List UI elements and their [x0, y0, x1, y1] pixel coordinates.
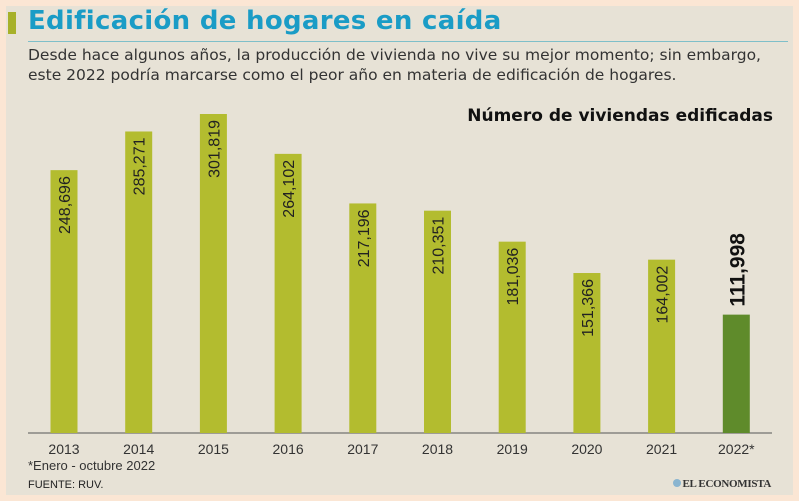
chart-title: Número de viviendas edificadas — [467, 106, 773, 126]
data-label: 210,351 — [431, 217, 448, 275]
x-tick-label: 2015 — [198, 441, 229, 457]
page-title: Edificación de hogares en caída — [28, 6, 502, 36]
logo-icon — [672, 479, 681, 487]
data-label: 217,196 — [356, 209, 373, 267]
logo: EL ECONOMISTA — [672, 478, 772, 490]
title-divider — [28, 41, 788, 42]
bar-2013 — [50, 170, 78, 433]
logo-text: EL ECONOMISTA — [682, 478, 772, 490]
x-tick-label: 2013 — [48, 441, 79, 457]
x-tick-label: 2018 — [422, 441, 453, 457]
data-label: 111,998 — [726, 233, 749, 307]
x-tick-label: 2019 — [497, 441, 528, 457]
title-accent — [8, 12, 16, 34]
bar-2017 — [349, 203, 377, 433]
x-tick-label: 2020 — [571, 441, 602, 457]
source: FUENTE: RUV. — [28, 479, 104, 491]
bar-2018 — [424, 210, 451, 433]
bar-2015 — [199, 114, 227, 433]
bar-2020 — [573, 273, 601, 433]
bar-2014 — [125, 131, 153, 433]
bar-2019 — [498, 241, 526, 433]
x-tick-label: 2017 — [347, 441, 378, 457]
bar-2022* — [722, 314, 750, 433]
data-label: 301,819 — [206, 120, 223, 178]
subtitle: Desde hace algunos años, la producción d… — [28, 46, 761, 84]
data-label: 248,696 — [57, 176, 74, 234]
x-tick-label: 2022* — [718, 441, 755, 457]
x-tick-label: 2016 — [273, 441, 304, 457]
data-label: 151,366 — [580, 279, 597, 337]
x-tick-label: 2014 — [123, 441, 154, 457]
footnote: *Enero - octubre 2022 — [28, 458, 156, 473]
x-tick-label: 2021 — [646, 441, 677, 457]
data-label: 181,036 — [505, 248, 522, 306]
data-label: 285,271 — [132, 137, 149, 195]
data-label: 264,102 — [281, 160, 298, 218]
bar-2016 — [274, 153, 302, 434]
data-label: 164,002 — [655, 266, 672, 324]
bar-2021 — [648, 259, 676, 433]
